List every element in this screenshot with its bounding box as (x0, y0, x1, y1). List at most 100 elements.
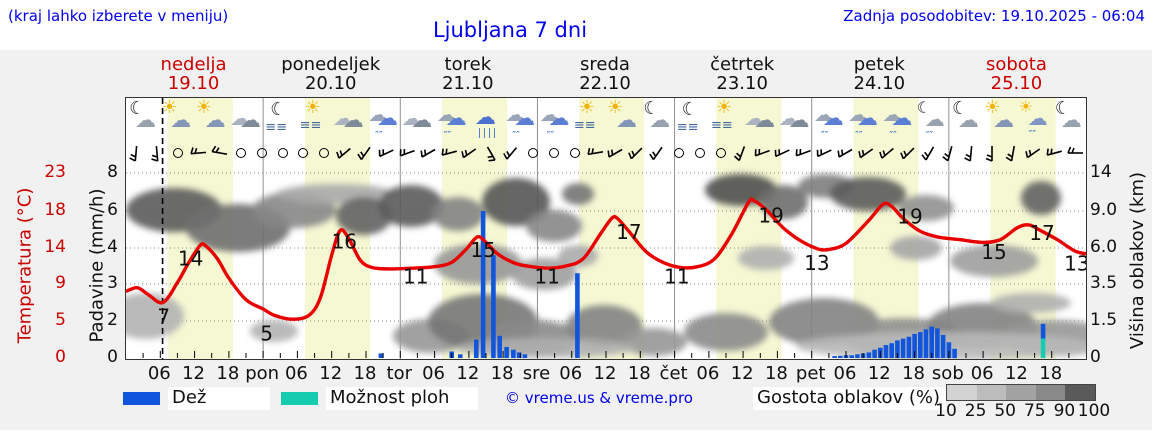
icon-glyph: ☁ (377, 106, 399, 130)
icon-glyph: ″″ (925, 130, 934, 141)
weather-icon-sun-fog: ☀ ≡≡ (709, 99, 743, 143)
svg-text:5: 5 (260, 321, 273, 345)
x-tick-day-pet: pet (795, 363, 826, 384)
icon-glyph: ☁ (514, 106, 536, 130)
icon-glyph: ☀ (304, 97, 321, 118)
wind-barb-icon (129, 145, 138, 162)
day-date: 21.10 (442, 73, 494, 94)
icon-glyph: ☁ (778, 106, 799, 130)
day-header-sob: sobota 25.10 (948, 55, 1085, 93)
icon-glyph: ″″ (820, 130, 829, 141)
weather-icon-moon-drizzle: ☾ ☁ ″″ (915, 99, 949, 143)
cloud-tick-6.0: 6.0 (1090, 237, 1118, 257)
icon-glyph: ≡≡ (265, 120, 288, 135)
icon-glyph: ☁ (958, 108, 979, 132)
precip-tick-8: 8 (107, 162, 118, 182)
density-segment (947, 385, 977, 400)
density-tick-100: 100 (1077, 401, 1111, 421)
wind-barb-icon (816, 149, 832, 158)
x-tick-hour: 06 (559, 363, 583, 384)
wind-barb-icon (399, 148, 415, 157)
wind-barb-icon (440, 148, 457, 156)
rain-legend-swatch (123, 392, 160, 405)
density-tick-25: 25 (964, 401, 987, 421)
x-tick-hour: 12 (456, 363, 480, 384)
x-tick-hour: 18 (490, 363, 514, 384)
wind-barb-icon (964, 145, 973, 162)
icon-glyph: ☾ (681, 99, 698, 120)
x-tick-hour: 06 (970, 363, 994, 384)
weather-icon-sun-cloud: ☀ ☁ (160, 99, 194, 143)
icon-glyph: ☁ (342, 108, 364, 132)
day-name: ponedeljek (281, 54, 381, 75)
weather-icon-moon-cloud: ☾ ☁ (1052, 99, 1086, 143)
icon-glyph: ☁ (788, 108, 810, 132)
icon-glyph: ″″ (443, 130, 452, 141)
density-tick-90: 90 (1053, 401, 1076, 421)
icon-glyph: ☁ (230, 106, 250, 130)
cloud-tick-3.5: 3.5 (1090, 273, 1118, 293)
density-tick-50: 50 (994, 401, 1016, 421)
icon-glyph: ☁ (1027, 106, 1048, 130)
icon-glyph: ″″ (889, 130, 897, 141)
wind-barb-icon (942, 146, 953, 162)
icon-glyph: ☾ (916, 98, 932, 117)
icon-glyph: ☾ (270, 99, 287, 120)
svg-text:11: 11 (534, 265, 559, 289)
icon-glyph: ☁ (505, 104, 525, 126)
icon-glyph: ☀ (161, 97, 178, 118)
day-name: nedelja (160, 54, 227, 75)
wind-barb-icon (586, 147, 603, 156)
icon-glyph: ☁ (754, 108, 776, 132)
x-tick-hour: 18 (353, 363, 377, 384)
icon-glyph: ☁ (993, 108, 1015, 132)
weather-icon-moon-fog: ☾ ≡≡ (263, 99, 297, 143)
wind-barb-icon (795, 148, 812, 157)
icon-glyph: ∣∣∣∣ (477, 128, 497, 139)
wind-barb-icon (211, 145, 227, 156)
icon-glyph: ☁ (401, 106, 422, 130)
day-date: 24.10 (853, 73, 906, 94)
cloud-density-legend-label: Gostota oblakov (%) (753, 387, 947, 410)
svg-text:16: 16 (332, 229, 357, 253)
wind-barb-icon (985, 146, 993, 162)
wind-barb-icon (878, 147, 894, 159)
icon-glyph: ☁ (475, 105, 496, 129)
svg-text:19: 19 (897, 205, 922, 229)
day-header-tor: torek 21.10 (399, 55, 536, 93)
svg-text:14: 14 (178, 247, 203, 271)
icon-glyph: ☾ (1054, 98, 1072, 119)
x-tick-hour: 06 (422, 363, 446, 384)
cloud-height-axis-label: Višina oblakov (km) (1127, 171, 1148, 350)
wind-barb-icon (461, 148, 477, 159)
icon-glyph: ☁ (924, 107, 945, 131)
day-name: torek (444, 54, 492, 75)
wind-barb-icon (151, 145, 159, 162)
x-tick-day-sre: sre (522, 363, 551, 384)
precip-tick-3: 3 (107, 273, 118, 293)
calm-wind-icon (715, 148, 726, 158)
wind-barb-icon (920, 146, 934, 161)
svg-text:15: 15 (981, 240, 1006, 264)
density-segment (976, 385, 1007, 400)
x-tick-day-pon: pon (245, 363, 280, 384)
svg-text:17: 17 (1029, 221, 1054, 245)
wind-barb-icon (607, 148, 623, 158)
density-tick-75: 75 (1023, 401, 1046, 421)
day-header-čet: četrtek 23.10 (674, 55, 811, 93)
density-segment (1065, 385, 1095, 400)
wind-barb-icon (858, 148, 874, 159)
calm-wind-icon (694, 148, 705, 158)
icon-glyph: ″″ (546, 130, 555, 141)
wind-barb-icon (649, 146, 663, 161)
weather-icon-cloud-drizzle: ☁ ☁ ″″ (880, 99, 914, 143)
x-tick-day-čet: čet (659, 363, 688, 384)
icon-glyph: ☀ (578, 97, 596, 118)
icon-glyph: ☾ (643, 98, 660, 119)
day-date: 19.10 (167, 73, 220, 94)
day-name: sobota (985, 54, 1047, 75)
icon-glyph: ☁ (204, 108, 226, 132)
calm-wind-icon (235, 148, 246, 158)
x-tick-hour: 12 (1004, 363, 1028, 384)
